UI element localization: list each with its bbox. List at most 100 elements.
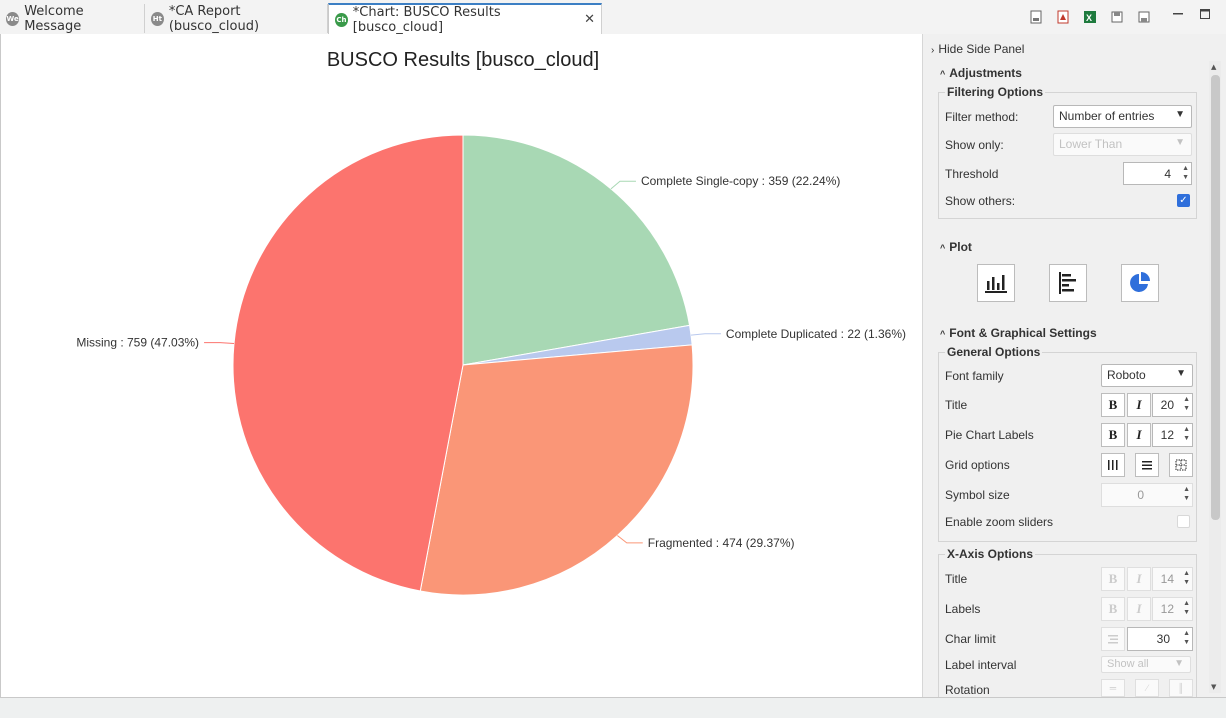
pie-slice[interactable]	[462, 134, 691, 366]
zoom-sliders-label: Enable zoom sliders	[945, 515, 1054, 529]
title-italic-button[interactable]: I	[1127, 393, 1151, 417]
threshold-value: 4	[1164, 167, 1171, 181]
pie-labels-bold-button[interactable]: B	[1101, 423, 1125, 447]
xaxis-options-heading: X-Axis Options	[945, 547, 1036, 561]
spinner-arrows-icon[interactable]: ▲ ▼	[1183, 600, 1190, 616]
threshold-spinner[interactable]: 4 ▲ ▼	[1123, 162, 1192, 185]
char-limit-spinner[interactable]: 30 ▲ ▼	[1127, 627, 1193, 651]
html-report-icon: Ht	[151, 11, 164, 26]
spinner-arrows-icon[interactable]: ▲ ▼	[1183, 426, 1190, 442]
minimize-icon[interactable]	[1170, 6, 1186, 22]
char-limit-label: Char limit	[945, 632, 996, 646]
side-panel-scrollbar[interactable]: ▲ ▼	[1209, 61, 1221, 693]
maximize-icon[interactable]	[1197, 6, 1213, 22]
horizontal-text-icon: ═	[1109, 683, 1117, 693]
label-interval-select[interactable]: Show all ▼	[1101, 656, 1191, 673]
side-panel: › Hide Side Panel ^ Adjustments Filtering …	[922, 34, 1226, 714]
vertical-lines-icon	[1108, 460, 1118, 470]
general-options-group: General Options Font family Roboto ▼ Tit…	[938, 345, 1197, 542]
plot-heading: Plot	[949, 240, 972, 254]
close-icon[interactable]: ✕	[584, 12, 595, 27]
horizontal-grid-button[interactable]	[1135, 453, 1159, 477]
spinner-arrows-icon[interactable]: ▲ ▼	[1183, 396, 1190, 412]
rotation-label: Rotation	[945, 683, 990, 697]
pie-chart-icon	[1130, 272, 1150, 292]
pie-slice[interactable]	[232, 134, 464, 592]
pie-slice[interactable]	[419, 344, 694, 596]
spinner-arrows-icon[interactable]: ▲ ▼	[1182, 165, 1189, 181]
rotation-vertical-button[interactable]: ║	[1169, 679, 1193, 697]
filtering-options-group: Filtering Options Filter method: Number …	[938, 85, 1197, 219]
hide-side-panel-toggle[interactable]: › Hide Side Panel	[931, 42, 1024, 56]
show-only-label: Show only:	[945, 138, 1004, 152]
spinner-arrows-icon[interactable]: ▲ ▼	[1183, 570, 1190, 586]
editor-tab-bar: We Welcome Message Ht *CA Report (busco_…	[0, 0, 1226, 35]
chevron-up-icon: ^	[940, 69, 946, 79]
pie-labels-font-label: Pie Chart Labels	[945, 428, 1034, 442]
label-interval-label: Label interval	[945, 658, 1017, 672]
x-title-size-spinner[interactable]: 14 ▲ ▼	[1152, 567, 1193, 591]
save-as-icon[interactable]	[1136, 9, 1152, 25]
tab-ca-report[interactable]: Ht *CA Report (busco_cloud)	[145, 4, 328, 34]
both-grid-button[interactable]	[1169, 453, 1193, 477]
chevron-down-icon: ▼	[1174, 658, 1184, 669]
horizontal-bar-chart-button[interactable]	[1049, 264, 1087, 302]
plot-section-toggle[interactable]: ^ Plot	[940, 240, 972, 254]
tab-chart-busco[interactable]: Ch *Chart: BUSCO Results [busco_cloud] ✕	[328, 3, 602, 35]
pie-labels-size-spinner[interactable]: 12 ▲ ▼	[1152, 423, 1193, 447]
save-icon[interactable]	[1109, 9, 1125, 25]
title-bold-button[interactable]: B	[1101, 393, 1125, 417]
rotation-horizontal-button[interactable]: ═	[1101, 679, 1125, 697]
title-size-value: 20	[1160, 398, 1174, 412]
export-excel-icon[interactable]: X	[1082, 9, 1098, 25]
show-others-checkbox[interactable]: ✓	[1177, 194, 1190, 207]
export-image-icon[interactable]	[1028, 9, 1044, 25]
adjustments-heading: Adjustments	[949, 66, 1022, 80]
grid-options-label: Grid options	[945, 458, 1010, 472]
filtering-options-heading: Filtering Options	[945, 85, 1045, 99]
filter-method-select[interactable]: Number of entries ▼	[1053, 105, 1192, 128]
chart-icon: Ch	[335, 12, 348, 27]
pie-labels-italic-button[interactable]: I	[1127, 423, 1151, 447]
pie-label-line	[204, 342, 235, 345]
char-limit-toggle-button[interactable]	[1101, 627, 1125, 651]
x-labels-size-value: 12	[1160, 602, 1174, 616]
x-title-bold-button[interactable]: B	[1101, 567, 1125, 591]
x-title-italic-button[interactable]: I	[1127, 567, 1151, 591]
adjustments-section-toggle[interactable]: ^ Adjustments	[940, 66, 1022, 80]
tab-welcome-message[interactable]: We Welcome Message	[0, 4, 145, 34]
pie-slice-label: Fragmented : 474 (29.37%)	[648, 536, 795, 550]
threshold-label: Threshold	[945, 167, 999, 181]
chevron-right-icon: ›	[931, 45, 935, 56]
font-family-select[interactable]: Roboto ▼	[1101, 364, 1193, 387]
spinner-arrows-icon[interactable]: ▲ ▼	[1183, 630, 1190, 646]
scroll-up-icon[interactable]: ▲	[1211, 63, 1217, 71]
pie-chart: BUSCO Results [busco_cloud] Complete Sin…	[76, 49, 906, 596]
svg-text:X: X	[1086, 13, 1092, 23]
export-pdf-icon[interactable]	[1055, 9, 1071, 25]
show-only-select[interactable]: Lower Than ▼	[1053, 133, 1192, 156]
pie-label-line	[617, 535, 643, 544]
title-size-spinner[interactable]: 20 ▲ ▼	[1152, 393, 1193, 417]
show-only-value: Lower Than	[1059, 137, 1123, 151]
rotation-diagonal-button[interactable]: ⁄	[1135, 679, 1159, 697]
horizontal-lines-icon	[1142, 461, 1152, 470]
hide-side-panel-label: Hide Side Panel	[938, 42, 1025, 56]
text-lines-icon	[1108, 635, 1118, 644]
general-options-heading: General Options	[945, 345, 1043, 359]
x-labels-italic-button[interactable]: I	[1127, 597, 1151, 621]
scrollbar-thumb[interactable]	[1211, 75, 1220, 520]
spinner-arrows-icon[interactable]: ▲ ▼	[1183, 486, 1190, 502]
zoom-sliders-checkbox[interactable]	[1177, 515, 1190, 528]
checkmark-icon: ✓	[1179, 195, 1188, 206]
vertical-grid-button[interactable]	[1101, 453, 1125, 477]
symbol-size-spinner[interactable]: 0 ▲ ▼	[1101, 483, 1193, 507]
vertical-bar-chart-button[interactable]	[977, 264, 1015, 302]
x-labels-bold-button[interactable]: B	[1101, 597, 1125, 621]
pie-chart-button[interactable]	[1121, 264, 1159, 302]
pie-labels-size-value: 12	[1160, 428, 1174, 442]
x-labels-size-spinner[interactable]: 12 ▲ ▼	[1152, 597, 1193, 621]
font-settings-section-toggle[interactable]: ^ Font & Graphical Settings	[940, 326, 1097, 340]
font-settings-heading: Font & Graphical Settings	[949, 326, 1097, 340]
scroll-down-icon[interactable]: ▼	[1211, 683, 1217, 691]
